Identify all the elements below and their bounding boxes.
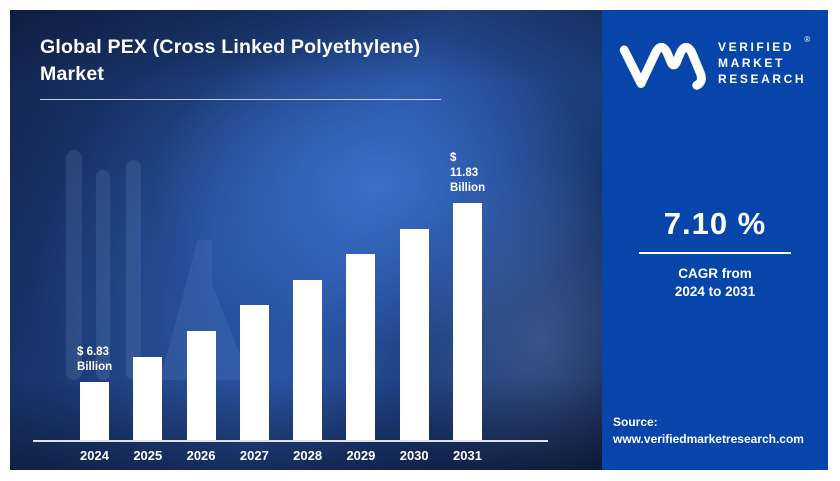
brand-logo: VERIFIED MARKET RESEARCH ® [618,35,810,92]
source-url: www.verifiedmarketresearch.com [613,432,804,446]
background-decoration [126,160,141,380]
brand-panel: VERIFIED MARKET RESEARCH ® 7.10 % CAGR f… [602,10,828,470]
x-tick-2024: 2024 [80,448,109,463]
brand-word-market: MARKET [718,56,785,70]
x-tick-2030: 2030 [399,448,429,463]
registered-trademark-icon: ® [804,35,811,44]
brand-word-research: RESEARCH [718,72,807,86]
bar-2025 [133,357,163,440]
page-title: Global PEX (Cross Linked Polyethylene) M… [40,36,421,85]
brand-word-verified: VERIFIED [718,40,795,54]
cagr-block: 7.10 % CAGR from 2024 to 2031 [602,206,828,301]
background-decoration [96,170,110,380]
x-tick-2025: 2025 [133,448,163,463]
chart-panel: Global PEX (Cross Linked Polyethylene) M… [10,10,602,470]
source-label: Source: [613,415,658,429]
x-axis-labels: 2024 2025 2026 2027 2028 2029 2030 2031 [80,448,482,463]
bar-2028 [293,280,323,440]
cagr-caption: CAGR from 2024 to 2031 [674,266,756,299]
infographic-card: Global PEX (Cross Linked Polyethylene) M… [10,10,828,470]
x-tick-2029: 2029 [346,448,376,463]
title-underline [40,99,441,100]
bar-2027 [239,305,269,440]
vm-monogram-icon [619,42,706,90]
x-tick-2028: 2028 [293,448,323,463]
x-tick-2031: 2031 [453,448,482,463]
bar-chart: $ 6.83 Billion $ 11.83 Billion [77,152,485,440]
bar-2029 [346,254,376,440]
bar-2031: $ 11.83 Billion [450,152,485,440]
bar-value-label-2024: $ 6.83 Billion [77,346,113,373]
x-axis-line [33,440,548,442]
source-block: Source: www.verifiedmarketresearch.com [613,414,804,448]
cagr-value: 7.10 % [663,206,767,241]
bar-2026 [186,331,216,440]
background-decoration [66,150,82,380]
x-tick-2027: 2027 [239,448,269,463]
brand-wordmark: VERIFIED MARKET RESEARCH ® [718,35,810,87]
bar-value-label-2031: $ 11.83 Billion [449,152,486,194]
bar-2024: $ 6.83 Billion [77,346,112,440]
bar-2030 [399,229,429,440]
cagr-underline [639,252,791,254]
x-tick-2026: 2026 [186,448,216,463]
